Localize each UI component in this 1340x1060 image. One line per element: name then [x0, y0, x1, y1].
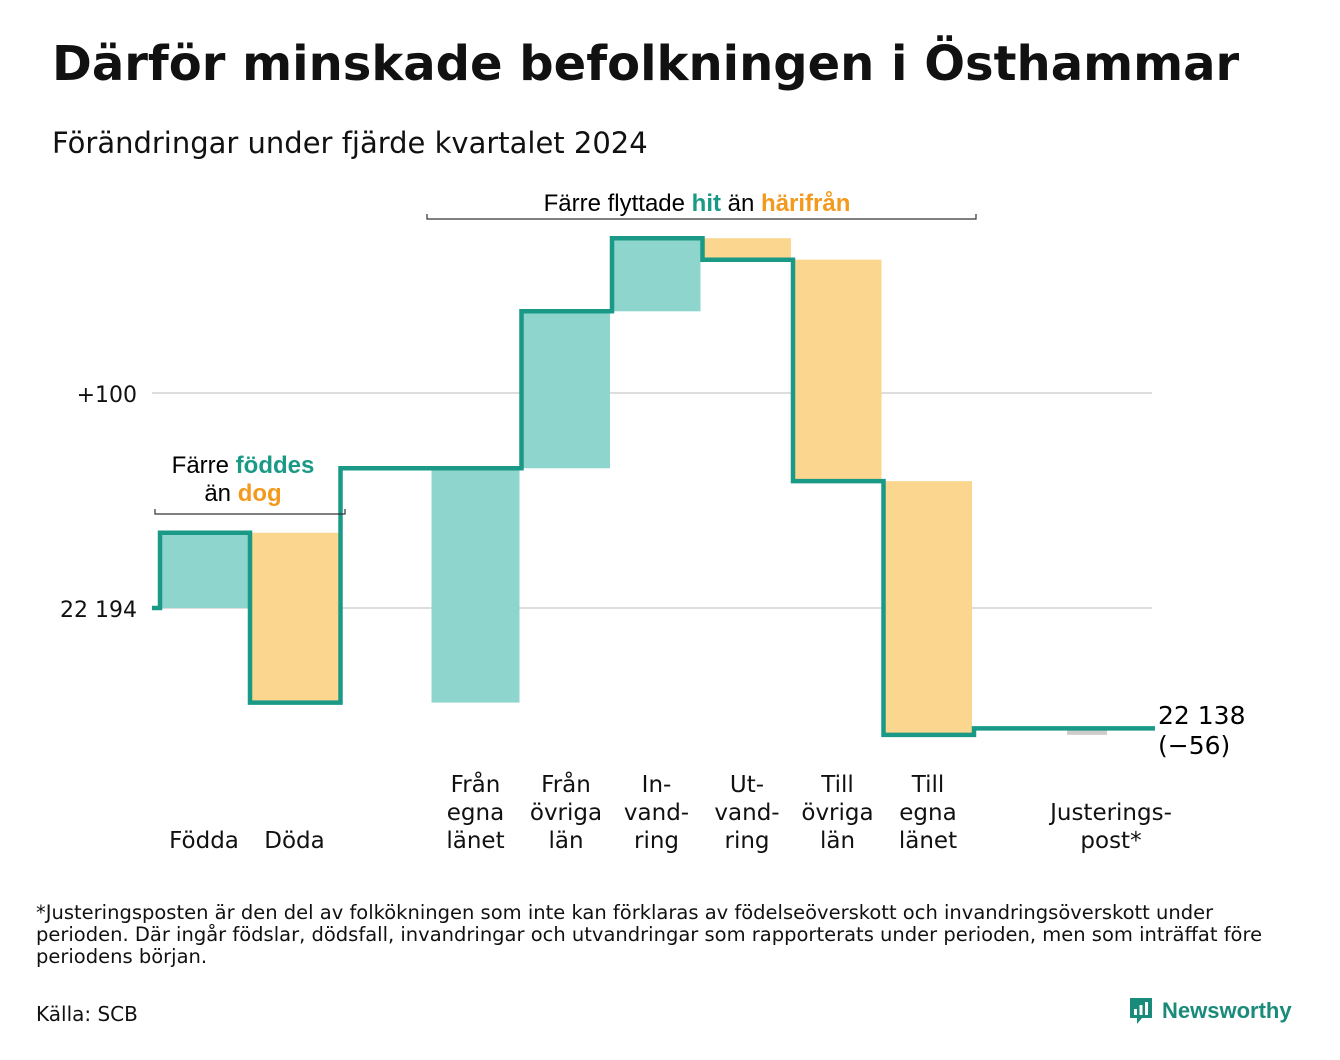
x-tick-label: övriga	[801, 800, 873, 826]
waterfall-bar	[884, 481, 972, 735]
population-step-line	[152, 235, 1155, 738]
x-tick-label: ring	[634, 828, 679, 854]
x-tick-label: Justerings-	[1048, 800, 1172, 826]
net-change-label: (−56)	[1158, 731, 1230, 760]
chart-subtitle: Förändringar under fjärde kvartalet 2024	[52, 126, 648, 160]
x-tick-label: länet	[899, 828, 957, 854]
migration-bracket	[426, 214, 977, 220]
footnote: *Justeringsposten är den del av folkökni…	[36, 901, 1263, 968]
x-tick-label: länet	[446, 828, 504, 854]
waterfall-bar	[431, 468, 520, 703]
x-tick-label: Till	[820, 772, 854, 798]
chart-title: Därför minskade befolkningen i Östhammar	[52, 36, 1240, 92]
source-label: Källa: SCB	[36, 1002, 138, 1026]
x-tick-label: övriga	[530, 800, 602, 826]
x-tick-label: Födda	[169, 828, 239, 854]
waterfall-bar	[793, 259, 882, 482]
x-tick-label: län	[820, 828, 855, 854]
x-tick-label: ring	[724, 828, 769, 854]
waterfall-bar	[522, 311, 610, 469]
births-deaths-bracket	[154, 509, 346, 515]
y-tick-label: 22 194	[60, 598, 137, 623]
births-deaths-annotation-line2: än dog	[204, 480, 281, 507]
waterfall-bar	[250, 532, 339, 703]
x-tick-label: vand-	[714, 800, 779, 826]
x-tick-label: Från	[541, 770, 591, 798]
waterfall-bar	[1067, 728, 1107, 735]
newsworthy-logo-icon	[1130, 998, 1152, 1024]
x-tick-label: Från	[451, 770, 501, 798]
migration-annotation: Färre flyttade hit än härifrån	[544, 190, 851, 217]
brand-name: Newsworthy	[1162, 998, 1292, 1023]
waterfall-bar	[612, 238, 701, 312]
x-tick-label: län	[548, 828, 583, 854]
waterfall-bar	[160, 532, 248, 608]
x-tick-label: egna	[447, 800, 504, 826]
x-tick-label: Döda	[264, 828, 324, 854]
end-value-label: 22 138	[1158, 701, 1245, 730]
brand-logo: Newsworthy	[1128, 996, 1292, 1026]
x-tick-label: In-	[642, 772, 672, 798]
x-tick-label: egna	[899, 800, 956, 826]
waterfall-bar	[703, 238, 791, 260]
x-tick-label: Ut-	[730, 772, 764, 798]
y-tick-label: +100	[77, 383, 137, 408]
births-deaths-annotation-line1: Färre föddes	[172, 452, 315, 479]
x-tick-label: vand-	[624, 800, 689, 826]
x-tick-label: post*	[1080, 828, 1141, 854]
x-tick-label: Till	[911, 772, 945, 798]
waterfall-chart: 22 194+100 Födda DödaFrånegnalänetFrånövr…	[60, 190, 1245, 854]
